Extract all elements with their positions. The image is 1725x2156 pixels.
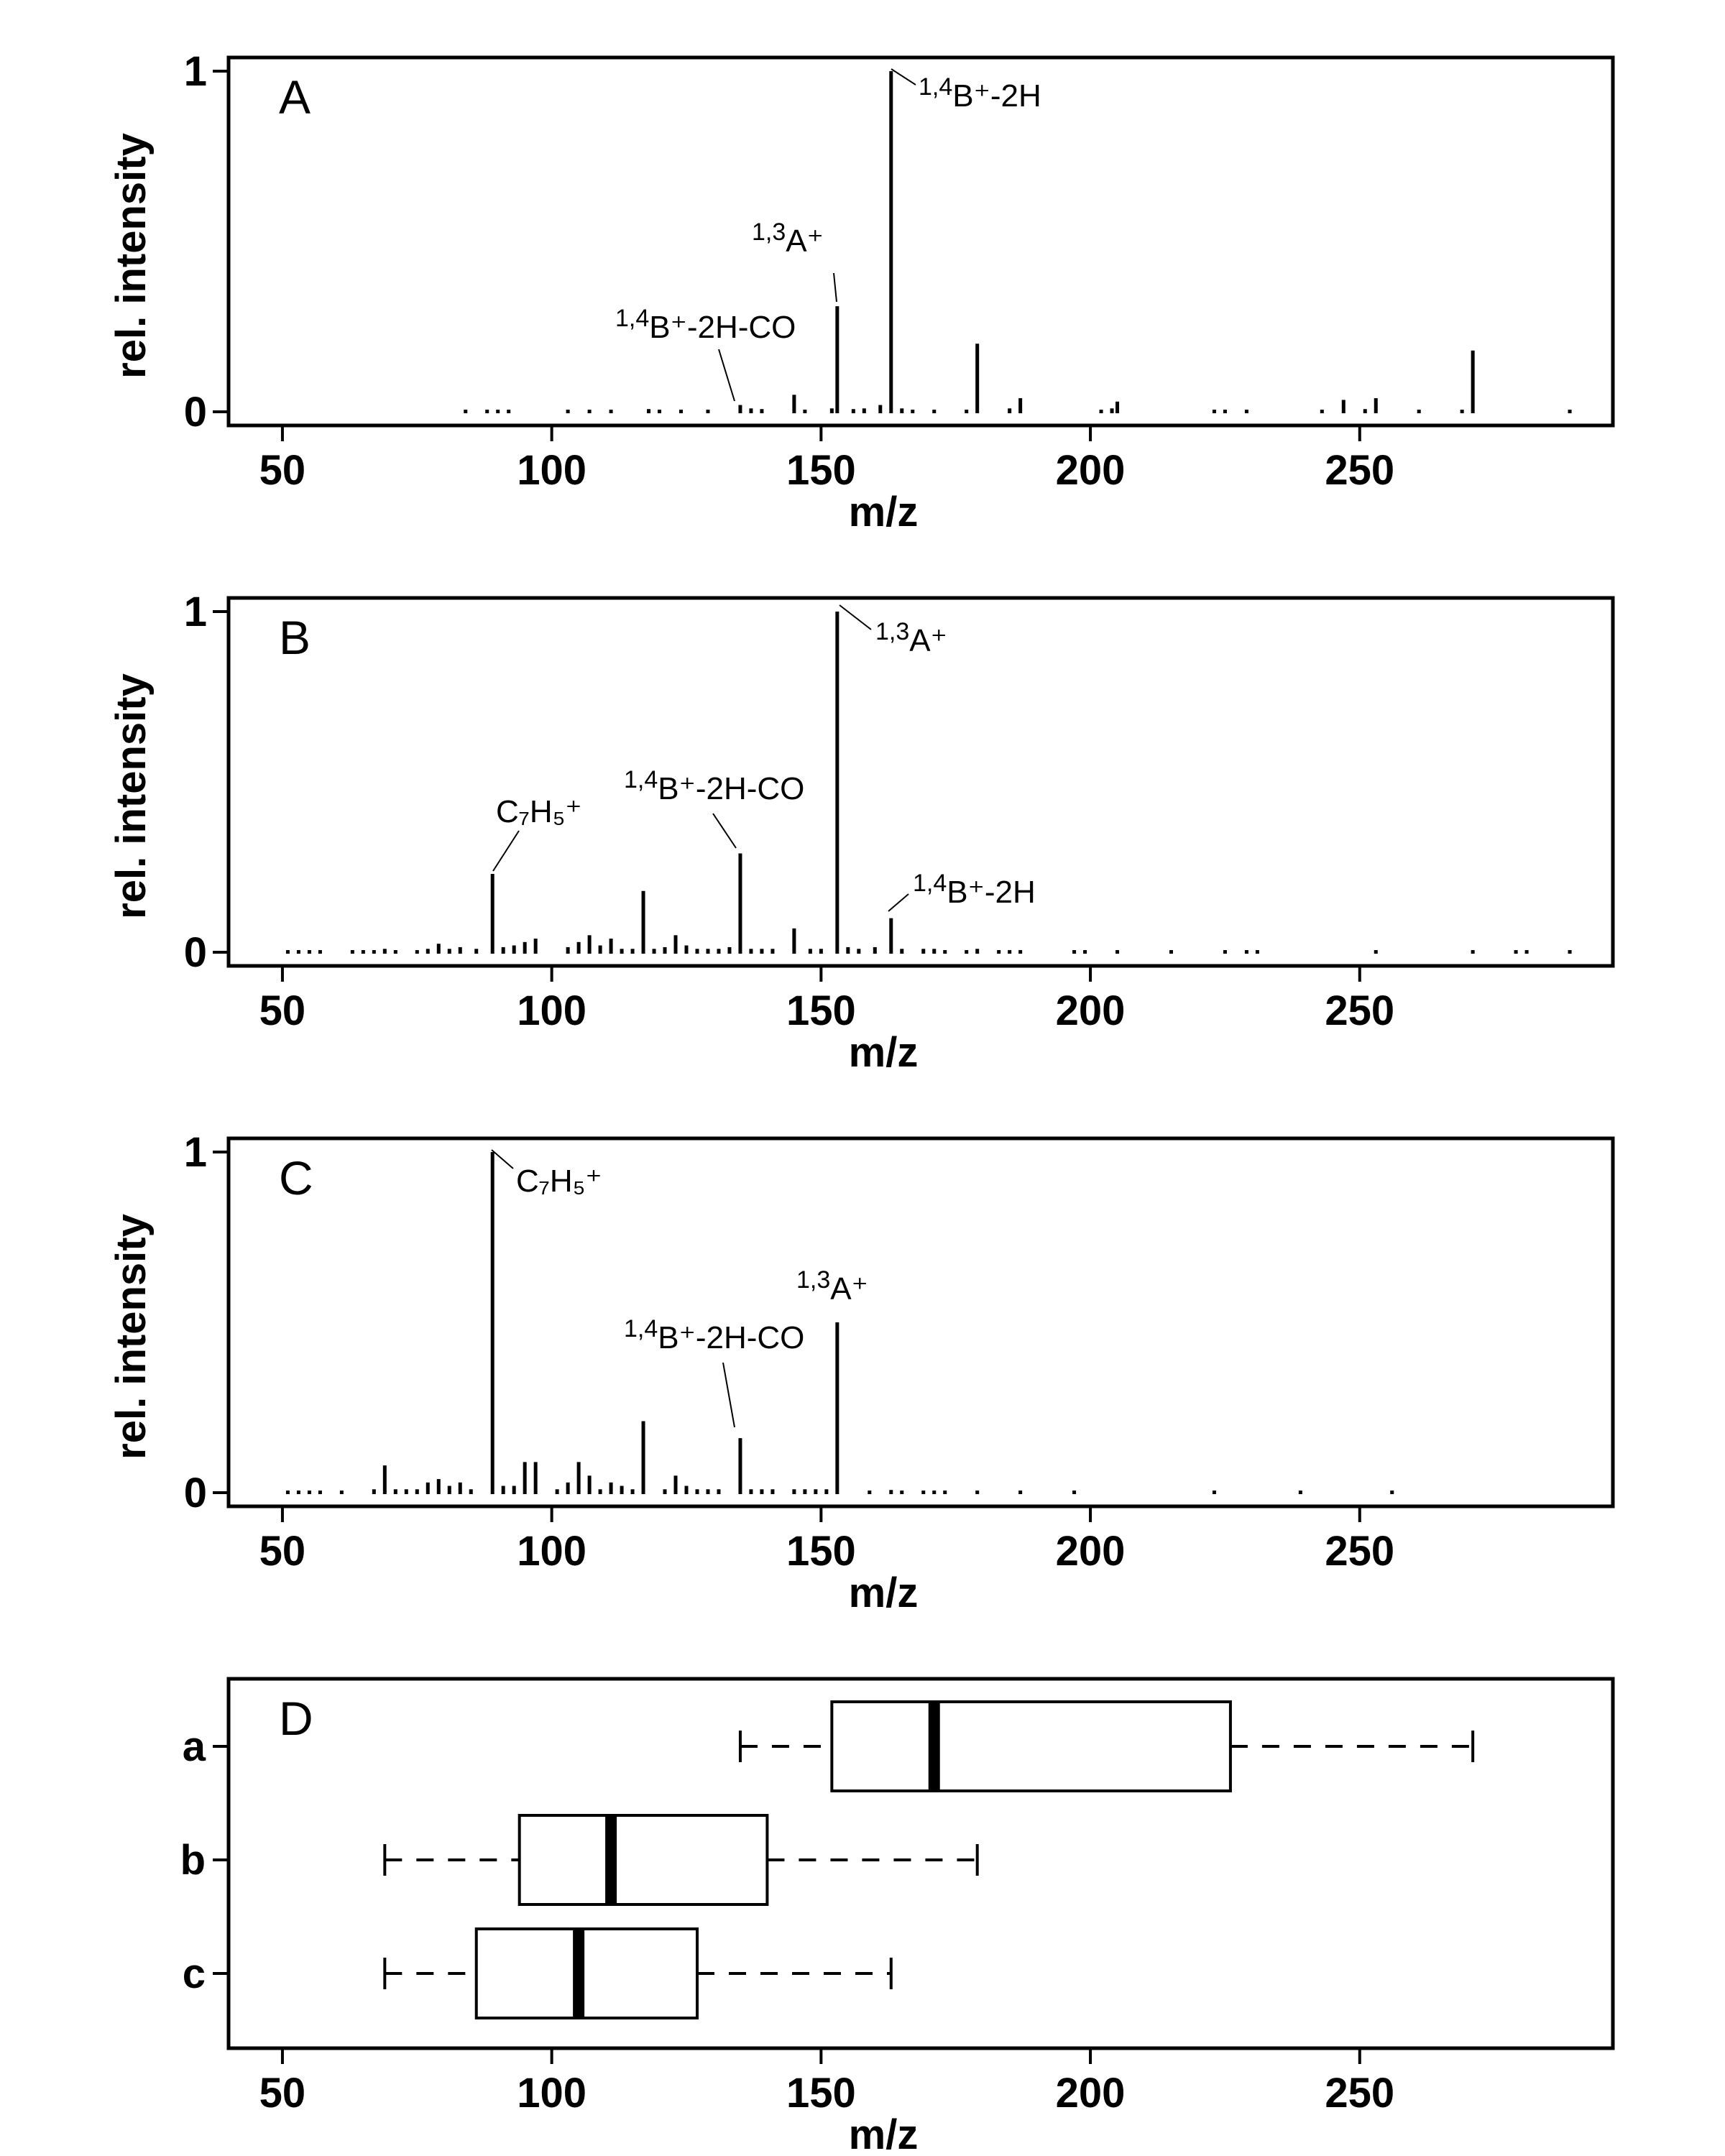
- x-tick-label: 50: [259, 987, 306, 1034]
- panel-d: 50 100 150 200 250 m/z Da b c: [180, 1677, 1615, 2156]
- x-tick-label: 100: [517, 2070, 586, 2116]
- annotation-leader: [833, 272, 837, 303]
- plot-frame: [226, 1136, 1615, 1508]
- y-axis-label: rel. intensity: [108, 673, 155, 919]
- x-axis-label: m/z: [849, 2111, 919, 2156]
- annotation-leader: [839, 604, 872, 630]
- box-iqr: [830, 1700, 1232, 1792]
- peak-annotation: 1,4B⁺-2H: [919, 73, 1041, 114]
- x-tick-label: 50: [259, 447, 306, 494]
- x-tick-label: 250: [1325, 2070, 1394, 2116]
- x-tick-label: 100: [517, 987, 586, 1034]
- x-tick-label: 200: [1056, 987, 1126, 1034]
- annotation-superscript: 1,4: [919, 73, 952, 101]
- x-tick-label: 100: [517, 447, 586, 494]
- y-tick-label: 0: [184, 929, 207, 976]
- y-tick-label: 0: [184, 389, 207, 436]
- panel-label: A: [279, 70, 310, 124]
- y-axis-label: rel. intensity: [108, 1214, 155, 1460]
- x-tick-label: 250: [1325, 987, 1394, 1034]
- annotation-superscript: 1,3: [796, 1266, 830, 1294]
- annotation-text: B⁺-2H-CO: [658, 1320, 804, 1355]
- x-tick-label: 150: [786, 1528, 856, 1575]
- y-tick-label: 0: [184, 1470, 207, 1516]
- annotation-leader: [491, 1149, 514, 1169]
- x-tick-label: 200: [1056, 1528, 1126, 1575]
- x-tick-label: 50: [259, 2070, 306, 2116]
- x-tick-label: 150: [786, 447, 856, 494]
- annotation-text: A⁺: [786, 224, 824, 259]
- annotation-superscript: 1,4: [624, 1315, 658, 1342]
- annotation-text: B⁺-2H: [952, 78, 1041, 114]
- peak-annotation: 1,4B⁺-2H-CO: [615, 305, 796, 345]
- panel-label: C: [279, 1151, 313, 1204]
- panel-c: 50 100 150 200 250 m/z C 0 1 rel. intensity C₇H₅⁺ 1…: [108, 1129, 1615, 1616]
- annotation-leader: [888, 893, 909, 912]
- x-tick-label: 150: [786, 2070, 856, 2116]
- x-axis-label: m/z: [849, 1570, 919, 1616]
- peak-annotation: C₇H₅⁺: [496, 794, 582, 829]
- x-tick-label: 250: [1325, 447, 1394, 494]
- panel-label: B: [279, 611, 310, 664]
- annotation-text: A⁺: [909, 623, 947, 658]
- x-tick-label: 200: [1056, 447, 1126, 494]
- annotation-text: A⁺: [830, 1271, 868, 1307]
- category-label: b: [180, 1837, 206, 1884]
- y-tick-label: 1: [184, 589, 207, 635]
- plot-frame: [226, 1677, 1615, 2050]
- category-label: a: [183, 1723, 206, 1770]
- x-tick-label: 150: [786, 987, 856, 1034]
- annotation-leader: [712, 813, 737, 849]
- annotation-leader: [718, 349, 735, 402]
- annotation-text: B⁺-2H-CO: [649, 310, 796, 345]
- annotation-leader: [891, 68, 916, 86]
- x-tick-label: 200: [1056, 2070, 1126, 2116]
- y-tick-label: 1: [184, 48, 207, 95]
- plot-frame: [226, 55, 1615, 428]
- annotation-leader: [492, 830, 520, 872]
- peak-annotation: 1,4B⁺-2H: [913, 870, 1036, 910]
- annotation-superscript: 1,4: [913, 870, 947, 897]
- annotation-text: B⁺-2H: [947, 875, 1035, 910]
- x-tick-label: 250: [1325, 1528, 1394, 1575]
- peak-annotation: 1,3A⁺: [796, 1266, 868, 1307]
- x-axis-label: m/z: [849, 1029, 919, 1076]
- annotation-leader: [722, 1362, 735, 1428]
- annotation-superscript: 1,3: [875, 618, 909, 645]
- peak-annotation: C₇H₅⁺: [516, 1164, 602, 1199]
- y-tick-label: 1: [184, 1129, 207, 1176]
- panel-label: D: [279, 1692, 313, 1745]
- x-tick-label: 100: [517, 1528, 586, 1575]
- category-label: c: [183, 1950, 206, 1997]
- y-axis-label: rel. intensity: [108, 133, 155, 379]
- peak-annotation: 1,4B⁺-2H-CO: [624, 766, 804, 806]
- plot-frame: [226, 596, 1615, 968]
- peak-annotation: 1,3A⁺: [752, 218, 824, 259]
- peak-annotation: 1,4B⁺-2H-CO: [624, 1315, 804, 1355]
- x-tick-label: 50: [259, 1528, 306, 1575]
- x-axis-label: m/z: [849, 489, 919, 535]
- annotation-text: B⁺-2H-CO: [658, 771, 804, 806]
- box-iqr: [474, 1927, 699, 2019]
- peak-annotation: 1,3A⁺: [875, 618, 947, 658]
- annotation-superscript: 1,4: [615, 305, 649, 332]
- box-iqr: [518, 1814, 769, 1906]
- annotation-superscript: 1,4: [624, 766, 658, 793]
- annotation-superscript: 1,3: [752, 218, 786, 246]
